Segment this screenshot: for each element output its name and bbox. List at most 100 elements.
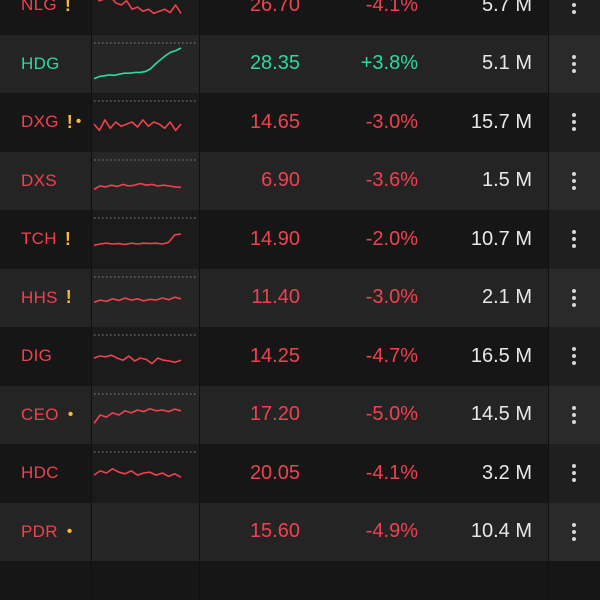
column-divider bbox=[199, 0, 200, 600]
more-vertical-icon bbox=[572, 0, 576, 15]
stock-row-dxs[interactable]: DXS 6.90 -3.6% 1.5 M bbox=[0, 151, 600, 210]
column-divider bbox=[91, 0, 92, 600]
stock-row-hhs[interactable]: HHS! 11.40 -3.0% 2.1 M bbox=[0, 268, 600, 327]
price-value: 14.90 bbox=[249, 227, 300, 250]
symbol-cell: HDC bbox=[0, 444, 91, 503]
more-options-button[interactable] bbox=[548, 0, 600, 35]
sparkline-cell bbox=[91, 34, 199, 93]
warning-icon: ! bbox=[64, 228, 71, 249]
ticker-symbol: PDR bbox=[21, 521, 58, 541]
more-vertical-icon bbox=[572, 522, 576, 541]
sparkline-path bbox=[93, 119, 182, 132]
sparkline-path bbox=[93, 233, 182, 247]
volume-value: 3.2 M bbox=[481, 461, 532, 484]
more-options-button[interactable] bbox=[548, 210, 600, 269]
sparkline-cell bbox=[91, 210, 199, 269]
ticker-symbol: NLG bbox=[21, 0, 57, 15]
more-options-button[interactable] bbox=[548, 502, 600, 561]
sparkline-cell bbox=[91, 327, 199, 386]
stock-row-hdc[interactable]: HDC 20.05 -4.1% 3.2 M bbox=[0, 444, 600, 503]
sparkline-cell bbox=[91, 93, 199, 152]
symbol-cell: DXG! • bbox=[0, 93, 91, 152]
volume-value: 10.4 M bbox=[470, 520, 532, 543]
ticker-symbol: HHS bbox=[21, 287, 58, 307]
sparkline-chart bbox=[93, 100, 196, 132]
warning-icon: ! bbox=[65, 287, 72, 308]
stock-row-pdr[interactable]: PDR • 15.60 -4.9% 10.4 M bbox=[0, 502, 600, 562]
sparkline-path bbox=[93, 407, 182, 424]
sparkline-path bbox=[97, 0, 182, 15]
change-percent: -3.6% bbox=[365, 169, 418, 192]
change-percent: -4.1% bbox=[365, 461, 418, 484]
volume-value: 10.7 M bbox=[470, 227, 532, 250]
change-percent: -3.0% bbox=[365, 286, 418, 309]
stock-row-dig[interactable]: DIG 14.25 -4.7% 16.5 M bbox=[0, 327, 600, 386]
price-value: 28.35 bbox=[249, 52, 300, 75]
more-vertical-icon bbox=[572, 288, 576, 307]
more-options-button[interactable] bbox=[548, 34, 600, 93]
change-percent: -5.0% bbox=[365, 403, 418, 426]
sparkline-chart bbox=[93, 451, 196, 478]
symbol-cell: DIG bbox=[0, 327, 91, 386]
more-vertical-icon bbox=[572, 113, 576, 132]
price-value: 6.90 bbox=[261, 169, 300, 192]
change-percent: -2.0% bbox=[365, 227, 418, 250]
more-vertical-icon bbox=[572, 230, 576, 249]
more-vertical-icon bbox=[572, 347, 576, 366]
sparkline-cell bbox=[91, 502, 199, 561]
stock-row-tch[interactable]: TCH! 14.90 -2.0% 10.7 M bbox=[0, 210, 600, 269]
price-value: 14.65 bbox=[249, 110, 300, 133]
volume-value: 14.5 M bbox=[470, 403, 532, 426]
volume-value: 2.1 M bbox=[481, 286, 532, 309]
price-value: 26.70 bbox=[249, 0, 300, 16]
more-options-button[interactable] bbox=[548, 268, 600, 327]
more-vertical-icon bbox=[572, 54, 576, 73]
stock-row-ceo[interactable]: CEO • 17.20 -5.0% 14.5 M bbox=[0, 385, 600, 445]
more-options-button[interactable] bbox=[548, 385, 600, 444]
stock-row-nlg[interactable]: NLG! 26.70 -4.1% 5.7 M bbox=[0, 0, 600, 35]
symbol-cell: TCH! bbox=[0, 210, 91, 269]
sparkline-chart bbox=[97, 0, 182, 15]
ticker-symbol: HDC bbox=[21, 463, 59, 483]
ticker-symbol: DIG bbox=[21, 346, 53, 366]
more-options-button[interactable] bbox=[548, 151, 600, 210]
sparkline-path bbox=[93, 46, 182, 79]
more-vertical-icon bbox=[572, 405, 576, 424]
sparkline-cell bbox=[91, 444, 199, 503]
volume-value: 15.7 M bbox=[470, 110, 532, 133]
change-percent: -4.1% bbox=[365, 0, 418, 16]
sparkline-cell bbox=[91, 385, 199, 444]
change-percent: +3.8% bbox=[360, 52, 418, 75]
sparkline-chart bbox=[93, 217, 196, 247]
sparkline-cell bbox=[91, 151, 199, 210]
change-percent: -4.7% bbox=[365, 344, 418, 367]
symbol-cell: NLG! bbox=[0, 0, 91, 35]
sparkline-chart bbox=[93, 334, 196, 365]
sparkline-path bbox=[93, 295, 182, 303]
sparkline-path bbox=[93, 182, 182, 190]
price-value: 15.60 bbox=[249, 520, 300, 543]
change-percent: -4.9% bbox=[365, 520, 418, 543]
ticker-symbol: DXS bbox=[21, 170, 57, 190]
stock-row-dxg[interactable]: DXG! • 14.65 -3.0% 15.7 M bbox=[0, 93, 600, 152]
more-options-button[interactable] bbox=[548, 444, 600, 503]
symbol-cell: CEO • bbox=[0, 386, 91, 445]
symbol-cell: HDG bbox=[0, 35, 91, 94]
more-options-button[interactable] bbox=[548, 327, 600, 386]
sparkline-path bbox=[93, 467, 182, 478]
sparkline-chart bbox=[93, 159, 196, 190]
sparkline-cell bbox=[91, 0, 199, 35]
volume-value: 16.5 M bbox=[470, 344, 532, 367]
volume-value: 5.1 M bbox=[481, 52, 532, 75]
more-options-button[interactable] bbox=[548, 93, 600, 152]
ticker-symbol: CEO bbox=[21, 404, 59, 424]
ticker-symbol: HDG bbox=[21, 53, 60, 73]
price-value: 11.40 bbox=[251, 286, 300, 309]
warning-icon: ! bbox=[64, 0, 71, 15]
volume-value: 1.5 M bbox=[481, 169, 532, 192]
stock-row-hdg[interactable]: HDG 28.35 +3.8% 5.1 M bbox=[0, 34, 600, 94]
symbol-cell: PDR • bbox=[0, 503, 91, 562]
ticker-symbol: TCH bbox=[21, 229, 57, 249]
volume-value: 5.7 M bbox=[481, 0, 532, 16]
